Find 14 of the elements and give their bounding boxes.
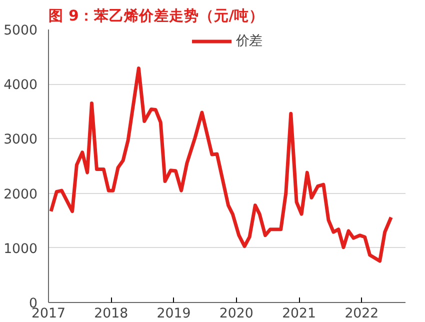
y-tick-label: 4000 (4, 78, 38, 94)
y-tick-label: 5000 (4, 24, 38, 38)
x-tick-label: 2021 (282, 306, 316, 322)
x-tick-label: 2017 (32, 306, 66, 322)
y-tick-label: 2000 (4, 187, 38, 202)
x-tick-label: 2019 (156, 306, 191, 322)
y-tick-label: 1000 (4, 242, 38, 257)
legend-label: 价差 (236, 33, 262, 50)
line-series (49, 66, 393, 263)
chart-title: 图 9：苯乙烯价差走势（元/吨） (48, 8, 264, 24)
x-tick-label: 2020 (219, 306, 254, 322)
x-tick-label: 2022 (344, 306, 379, 322)
x-tick-label: 2018 (94, 306, 128, 322)
y-tick-label: 3000 (4, 132, 38, 148)
